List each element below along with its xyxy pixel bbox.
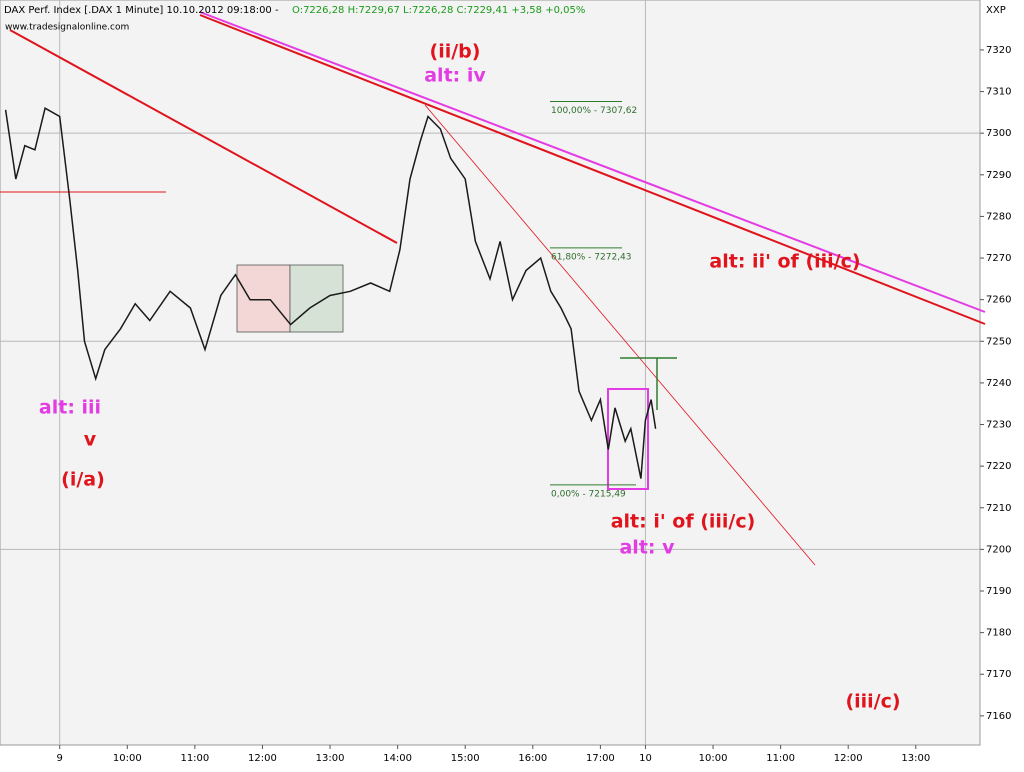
x-tick-label: 13:00 (316, 753, 345, 764)
y-tick-label: 7320 (986, 45, 1011, 56)
annotation: (ii/b) (430, 41, 481, 63)
y-tick-label: 7300 (986, 128, 1011, 139)
annotation: (i/a) (61, 469, 105, 491)
x-tick-label: 17:00 (586, 753, 615, 764)
x-tick-label: 10:00 (113, 753, 142, 764)
fib-label: 100,00% - 7307,62 (551, 106, 637, 116)
source: www.tradesignalonline.com (5, 23, 129, 33)
annotation: (iii/c) (845, 691, 900, 713)
y-tick-label: 7280 (986, 211, 1011, 222)
x-tick-label: 12:00 (248, 753, 277, 764)
trend-line (199, 11, 986, 313)
y-tick-label: 7270 (986, 253, 1011, 264)
trend-line (199, 14, 986, 325)
y-tick-label: 7160 (986, 711, 1011, 722)
fib-label: 0,00% - 7215,49 (551, 489, 626, 499)
x-tick-label: 15:00 (451, 753, 480, 764)
annotation: alt: iii (39, 397, 101, 419)
y-tick-label: 7310 (986, 87, 1011, 98)
range-box (289, 264, 344, 333)
annotation: alt: v (619, 537, 675, 559)
x-tick-label: 10 (639, 753, 652, 764)
chart-title: DAX Perf. Index [.DAX 1 Minute] 10.10.20… (4, 5, 279, 16)
x-tick-label: 13:00 (901, 753, 930, 764)
ohlc-readout: O:7226,28 H:7229,67 L:7226,28 C:7229,41 … (292, 5, 585, 16)
y-tick-label: 7250 (986, 336, 1011, 347)
trend-line (9, 29, 398, 244)
trend-line (424, 104, 816, 566)
x-tick-label: 16:00 (518, 753, 547, 764)
symbol-label: XXP (986, 5, 1006, 16)
y-tick-label: 7180 (986, 628, 1011, 639)
range-box (236, 264, 291, 333)
y-tick-label: 7260 (986, 295, 1011, 306)
x-tick-label: 10:00 (699, 753, 728, 764)
fib-label: 61,80% - 7272,43 (551, 252, 632, 262)
x-tick-label: 12:00 (834, 753, 863, 764)
annotation: alt: iv (424, 65, 486, 87)
x-tick-label: 11:00 (766, 753, 795, 764)
y-tick-label: 7240 (986, 378, 1011, 389)
y-tick-label: 7210 (986, 503, 1011, 514)
plot-area (0, 0, 981, 746)
x-tick-label: 11:00 (180, 753, 209, 764)
y-tick-label: 7220 (986, 461, 1011, 472)
y-tick-label: 7200 (986, 544, 1011, 555)
x-tick-label: 14:00 (383, 753, 412, 764)
annotation: alt: ii' of (iii/c) (709, 251, 860, 273)
y-tick-label: 7190 (986, 586, 1011, 597)
y-tick-label: 7170 (986, 669, 1011, 680)
annotation: alt: i' of (iii/c) (611, 511, 756, 533)
y-tick-label: 7230 (986, 420, 1011, 431)
highlight-box (607, 388, 649, 490)
annotation: v (84, 429, 97, 451)
y-tick-label: 7290 (986, 170, 1011, 181)
x-tick-label: 9 (57, 753, 63, 764)
price-line (4, 107, 657, 479)
